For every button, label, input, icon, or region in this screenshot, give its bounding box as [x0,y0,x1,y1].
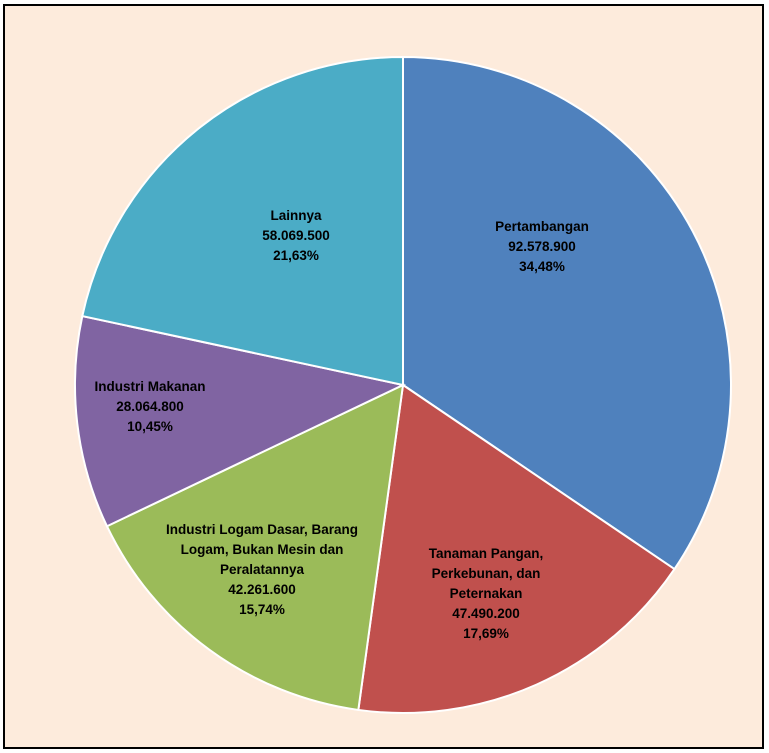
pie-slice [74,314,407,528]
slice-percent: 21,63% [273,248,319,263]
pie-slice [402,55,732,571]
slice-name: Lainnya [270,208,322,223]
slice-value: 58.069.500 [262,228,330,243]
slice-value: 92.578.900 [508,239,576,254]
slice-percent: 17,69% [463,626,509,641]
slice-percent: 15,74% [239,602,285,617]
slice-value: 47.490.200 [452,606,520,621]
pie-slice [81,55,404,387]
pie-chart: Pertambangan 92.578.900 34,48% Tanaman Pang… [74,55,732,714]
slice-data-label: Lainnya 58.069.500 21,63% [262,208,330,263]
slice-data-label: Pertambangan 92.578.900 34,48% [495,219,589,274]
slice-name: Industri Makanan [94,379,205,394]
slice-name: Pertambangan [495,219,589,234]
pie-slice [357,383,676,714]
pie-slice [105,383,405,712]
slice-data-label: Tanaman Pangan, Perkebunan, dan Peternakan… [429,546,544,641]
slice-name: Tanaman Pangan, [429,546,544,561]
slice-name: Peternakan [450,586,523,601]
slice-percent: 10,45% [127,419,173,434]
slice-data-label: Industri Logam Dasar, Barang Logam, Bukan… [166,522,358,617]
slice-name: Peralatannya [220,562,305,577]
slice-value: 42.261.600 [228,582,296,597]
slice-value: 28.064.800 [116,399,184,414]
slice-percent: 34,48% [519,259,565,274]
chart-area: Pertambangan 92.578.900 34,48% Tanaman Pang… [3,4,764,749]
slice-name: Industri Logam Dasar, Barang [166,522,358,537]
slice-name: Perkebunan, dan [432,566,541,581]
slice-name: Logam, Bukan Mesin dan [181,542,344,557]
slice-data-label: Industri Makanan 28.064.800 10,45% [94,379,205,434]
